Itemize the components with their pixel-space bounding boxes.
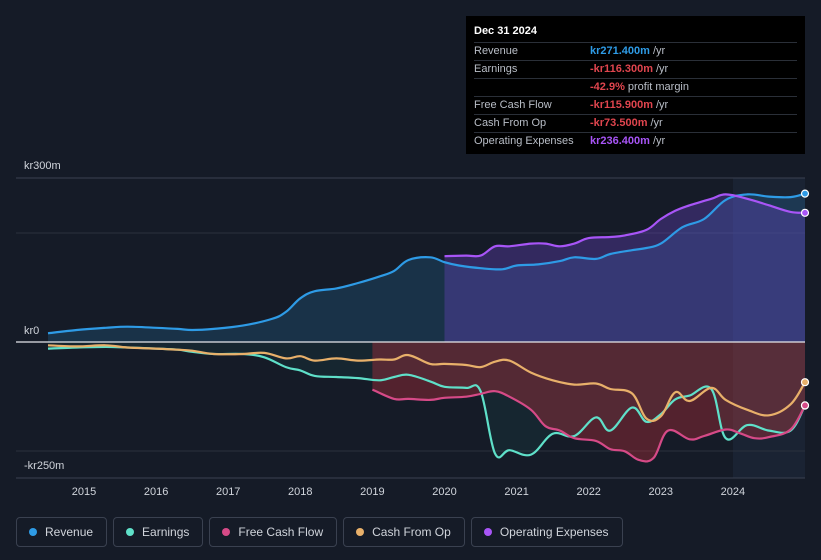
series-lines	[47, 192, 806, 463]
legend-dot-icon	[356, 528, 365, 536]
x-tick-label: 2019	[360, 486, 384, 498]
legend-label: Free Cash Flow	[238, 525, 324, 539]
area-operating-expenses	[444, 194, 805, 342]
legend-label: Cash From Op	[372, 525, 451, 539]
tooltip-row: -42.9% profit margin	[474, 78, 797, 96]
x-tick-label: 2016	[144, 486, 168, 498]
area-fills	[48, 193, 805, 462]
series-line-cash-from-op	[47, 344, 806, 423]
x-tick-label: 2017	[216, 486, 240, 498]
x-tick-label: 2020	[432, 486, 456, 498]
tooltip-row-label: Earnings	[474, 63, 518, 75]
y-tick-label-zero: kr0	[24, 325, 40, 337]
legend-item-revenue[interactable]: Revenue	[16, 517, 108, 547]
legend-label: Earnings	[142, 525, 190, 539]
legend-dot-icon	[29, 528, 37, 536]
endpoint-marker-free-cash-flow	[800, 401, 810, 410]
tooltip-row-label: Operating Expenses	[474, 135, 574, 147]
legend: Revenue Earnings Free Cash Flow Cash From O…	[16, 517, 623, 547]
x-tick-label: 2018	[288, 486, 312, 498]
x-axis-ticks: 2015 2016 2017 2018 2019 2020 2021 2022 2023 2024	[72, 486, 745, 498]
series-line-free-cash-flow	[371, 388, 806, 463]
legend-label: Operating Expenses	[499, 525, 609, 539]
endpoint-marker-operating-expenses	[800, 208, 810, 217]
tooltip-row-label: Cash From Op	[474, 117, 547, 129]
series-line-operating-expenses	[444, 193, 806, 258]
tooltip-row-value: -42.9%	[590, 81, 625, 93]
legend-item-free-cash-flow[interactable]: Free Cash Flow	[209, 517, 338, 547]
tooltip-date: Dec 31 2024	[474, 25, 537, 37]
tooltip-row-value: -kr115.900m	[590, 99, 653, 111]
tooltip-rows: Revenue kr271.400m/yr Earnings -kr116.300m /…	[474, 42, 797, 150]
x-tick-label: 2022	[576, 486, 600, 498]
tooltip-row: Operating Expenses kr236.400m/yr	[474, 132, 797, 150]
tooltip-row-unit: /yr	[652, 45, 666, 57]
tooltip-row-label	[474, 79, 590, 96]
series-endpoints	[800, 189, 810, 410]
x-tick-label: 2023	[649, 486, 673, 498]
x-tick-label: 2015	[72, 486, 96, 498]
legend-label: Revenue	[45, 525, 94, 539]
tooltip-row-unit: /yr	[656, 99, 669, 111]
tooltip-row: Earnings -kr116.300m/yr	[474, 60, 797, 78]
tooltip-row-unit: profit margin	[627, 81, 689, 93]
endpoint-marker-revenue	[800, 189, 810, 198]
series-line-revenue	[47, 192, 806, 335]
area-earnings	[48, 342, 805, 458]
area-revenue	[48, 193, 805, 342]
y-tick-label-bottom: -kr250m	[24, 460, 65, 472]
tooltip-row-value: -kr73.500m	[590, 117, 648, 129]
tooltip-row: Free Cash Flow -kr115.900m/yr	[474, 96, 797, 114]
legend-dot-icon	[126, 528, 135, 536]
endpoint-marker-cash-from-op	[800, 378, 810, 387]
tooltip-row-label: Free Cash Flow	[474, 99, 552, 111]
tooltip-row-value: kr236.400m	[590, 135, 650, 147]
tooltip-row-unit: /yr	[652, 135, 666, 147]
tooltip-row-value: -kr116.300m	[590, 63, 653, 75]
tooltip-row-value: kr271.400m	[590, 45, 650, 57]
tooltip-row: Cash From Op -kr73.500m/yr	[474, 114, 797, 132]
tooltip-panel: Dec 31 2024 Revenue kr271.400m/yr Earnings…	[466, 16, 805, 154]
legend-item-operating-expenses[interactable]: Operating Expenses	[470, 517, 623, 547]
y-tick-label-top: kr300m	[24, 160, 61, 172]
legend-item-earnings[interactable]: Earnings	[113, 517, 204, 547]
legend-dot-icon	[222, 528, 231, 536]
x-tick-label: 2021	[504, 486, 528, 498]
x-tick-label: 2024	[721, 486, 745, 498]
tooltip-row-label: Revenue	[474, 45, 519, 57]
legend-item-cash-from-op[interactable]: Cash From Op	[343, 517, 465, 547]
legend-dot-icon	[483, 528, 492, 536]
area-free-cash-flow	[372, 342, 805, 462]
tooltip-row-unit: /yr	[656, 63, 669, 75]
tooltip-row: Revenue kr271.400m/yr	[474, 42, 797, 60]
tooltip-row-unit: /yr	[650, 117, 663, 129]
